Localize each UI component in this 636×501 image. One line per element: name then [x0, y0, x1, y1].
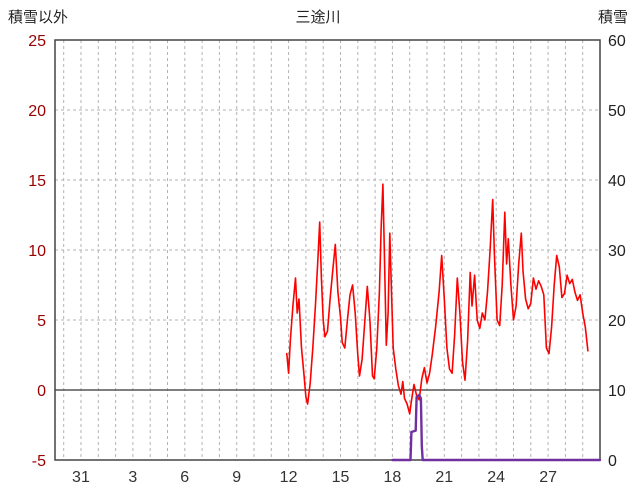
left-axis-tick-label: 25 — [28, 33, 46, 50]
snow-depth-line — [391, 393, 602, 462]
x-axis-tick-label: 3 — [128, 469, 137, 486]
x-axis-tick-label: 18 — [383, 469, 401, 486]
x-axis-tick-label: 12 — [280, 469, 298, 486]
left-axis-tick-label: 5 — [37, 313, 46, 330]
right-axis-tick-label: 0 — [608, 453, 617, 470]
left-axis-caption: 積雪以外 — [8, 9, 69, 26]
x-axis-tick-label: 21 — [435, 469, 453, 486]
left-axis-tick-label: 10 — [28, 243, 46, 260]
chart-title: 三途川 — [295, 9, 341, 26]
right-axis-tick-label: 20 — [608, 313, 626, 330]
right-axis-tick-label: 10 — [608, 383, 626, 400]
right-axis-tick-label: 40 — [608, 173, 626, 190]
plot-frame — [54, 39, 601, 461]
right-axis-caption: 積雪 — [597, 9, 628, 26]
temperature-line — [285, 183, 589, 415]
right-axis-tick-label: 60 — [608, 33, 626, 50]
left-axis-tick-label: 20 — [28, 103, 46, 120]
x-axis-tick-label: 24 — [487, 469, 505, 486]
right-axis-tick-label: 50 — [608, 103, 626, 120]
x-axis-tick-label: 31 — [72, 469, 90, 486]
left-axis-tick-label: 15 — [28, 173, 46, 190]
x-axis-tick-label: 15 — [332, 469, 350, 486]
left-axis-tick-label: -5 — [32, 453, 46, 470]
x-axis-tick-label: 6 — [180, 469, 189, 486]
right-axis-tick-label: 30 — [608, 243, 626, 260]
x-axis-tick-label: 27 — [539, 469, 557, 486]
left-axis-tick-label: 0 — [37, 383, 46, 400]
x-axis-tick-label: 9 — [232, 469, 241, 486]
